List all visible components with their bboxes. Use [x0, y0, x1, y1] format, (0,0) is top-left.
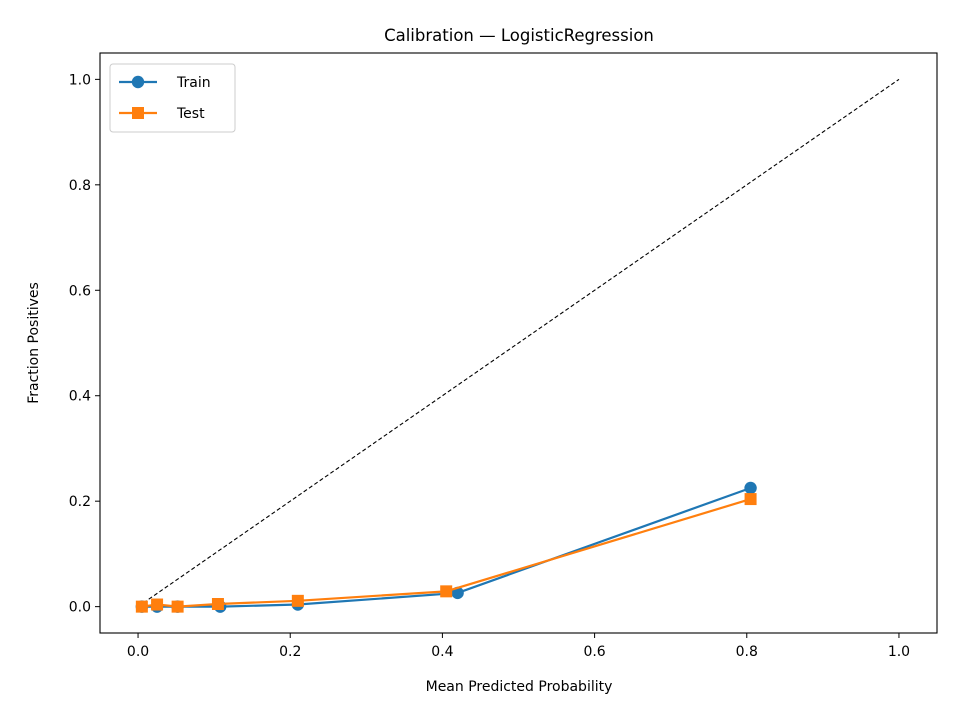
plot-area	[135, 78, 900, 613]
y-tick-label: 0.6	[69, 283, 91, 299]
test-point	[135, 600, 148, 613]
test-point	[291, 594, 304, 607]
y-axis-label: Fraction Positives	[26, 282, 42, 404]
x-tick-label: 0.6	[583, 644, 605, 660]
plot-frame	[99, 52, 938, 634]
y-tick-label: 0.4	[69, 389, 91, 405]
test-point	[440, 585, 453, 598]
test-point	[211, 598, 224, 610]
legend: Train Test	[109, 63, 236, 133]
x-tick-label: 1.0	[888, 644, 910, 660]
test-point	[744, 493, 757, 506]
train-legend-label: Train	[176, 75, 211, 91]
x-tick-label: 0.0	[127, 644, 149, 660]
train-point	[744, 481, 757, 495]
y-tick-label: 1.0	[69, 72, 91, 88]
test-legend-marker	[132, 107, 144, 119]
test-point	[151, 598, 164, 611]
x-axis-label: Mean Predicted Probability	[426, 679, 613, 695]
test-legend-label: Test	[176, 106, 205, 122]
y-tick-label: 0.2	[69, 494, 91, 510]
x-tick-label: 0.4	[431, 644, 453, 660]
y-tick-label: 0.8	[69, 178, 91, 194]
axis-ticks: 0.0 0.2 0.4 0.6 0.8 1.0 0.0 0.2 0.4 0.6 0.8 1.0	[69, 52, 938, 660]
y-tick-label: 0.0	[69, 600, 91, 616]
reference-diagonal-line	[137, 78, 900, 608]
legend-box	[109, 63, 236, 133]
chart-title: Calibration — LogisticRegression	[384, 26, 654, 45]
x-tick-label: 0.2	[279, 644, 301, 660]
test-point	[171, 600, 184, 613]
x-tick-label: 0.8	[736, 644, 758, 660]
train-legend-marker	[131, 75, 145, 89]
